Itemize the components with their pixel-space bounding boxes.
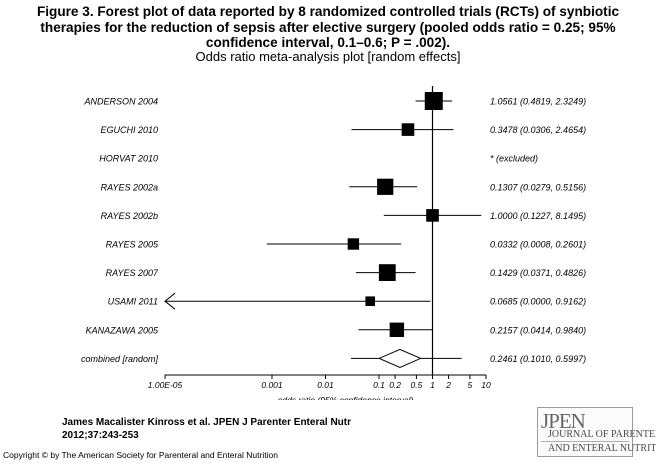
x-tick-label: 1 — [430, 380, 435, 390]
study-value-label: 0.0332 (0.0008, 0.2601) — [490, 240, 586, 250]
study-value-label: * (excluded) — [490, 154, 538, 164]
x-tick-label: 0.2 — [389, 380, 401, 390]
citation: James Macalister Kinross et al. JPEN J P… — [62, 417, 352, 441]
study-value-label: 1.0561 (0.4819, 2.3249) — [490, 97, 586, 107]
combined-diamond — [377, 348, 422, 368]
effect-square — [378, 264, 396, 281]
combined-value-label: 0.2461 (0.1010, 0.5997) — [490, 354, 586, 364]
effect-square — [401, 123, 415, 136]
study-label: EGUCHI 2010 — [100, 125, 158, 135]
x-tick-label: 0.001 — [261, 380, 283, 390]
study-label: USAMI 2011 — [108, 297, 158, 307]
journal-logo-name: JPEN — [541, 409, 586, 433]
ci-arrow-left — [164, 292, 176, 310]
x-tick-label: 10 — [481, 380, 491, 390]
study-value-label: 0.1307 (0.0279, 0.5156) — [490, 182, 586, 192]
journal-logo: JPEN JOURNAL OF PARENTERAL AND ENTERAL N… — [537, 407, 656, 457]
x-tick-label: 5 — [468, 380, 473, 390]
study-label: KANAZAWA 2005 — [86, 325, 159, 335]
journal-logo-line1: JOURNAL OF PARENTERAL — [548, 429, 656, 440]
journal-logo-rule — [541, 441, 629, 442]
study-label: RAYES 2005 — [106, 240, 159, 250]
x-tick-label: 1.00E-05 — [148, 380, 183, 390]
study-value-label: 0.3478 (0.0306, 2.4654) — [490, 125, 586, 135]
study-label: RAYES 2007 — [106, 268, 159, 278]
x-tick-label: 0.1 — [373, 380, 385, 390]
journal-logo-line2: AND ENTERAL NUTRITION — [548, 443, 656, 454]
study-label: ANDERSON 2004 — [83, 97, 158, 107]
x-axis-label: odds ratio (95% confidence interval) — [278, 395, 414, 400]
effect-square — [365, 296, 376, 306]
study-label: RAYES 2002a — [101, 182, 158, 192]
effect-square — [377, 178, 394, 195]
chart-title: Odds ratio meta-analysis plot [random ef… — [195, 49, 461, 64]
x-tick-label: 0.01 — [317, 380, 334, 390]
effect-square — [424, 92, 443, 110]
effect-square — [389, 322, 405, 337]
combined-label: combined [random] — [81, 354, 159, 364]
study-value-label: 0.2157 (0.0414, 0.9840) — [490, 325, 586, 335]
study-label: HORVAT 2010 — [99, 154, 158, 164]
x-tick-label: 2 — [445, 380, 451, 390]
study-value-label: 1.0000 (0.1227, 8.1495) — [490, 211, 586, 221]
figure-caption: Figure 3. Forest plot of data reported b… — [36, 4, 620, 51]
study-value-label: 0.1429 (0.0371, 0.4826) — [490, 268, 586, 278]
study-label: RAYES 2002b — [101, 211, 158, 221]
forest-plot: ANDERSON 2004 1.0561 (0.4819, 2.3249) EGUC… — [81, 86, 586, 400]
copyright-notice: Copyright © by The American Society for … — [3, 450, 278, 460]
effect-square — [347, 238, 360, 250]
x-tick-label: 0.5 — [410, 380, 422, 390]
study-value-label: 0.0685 (0.0000, 0.9162) — [490, 297, 586, 307]
effect-square — [426, 209, 439, 222]
